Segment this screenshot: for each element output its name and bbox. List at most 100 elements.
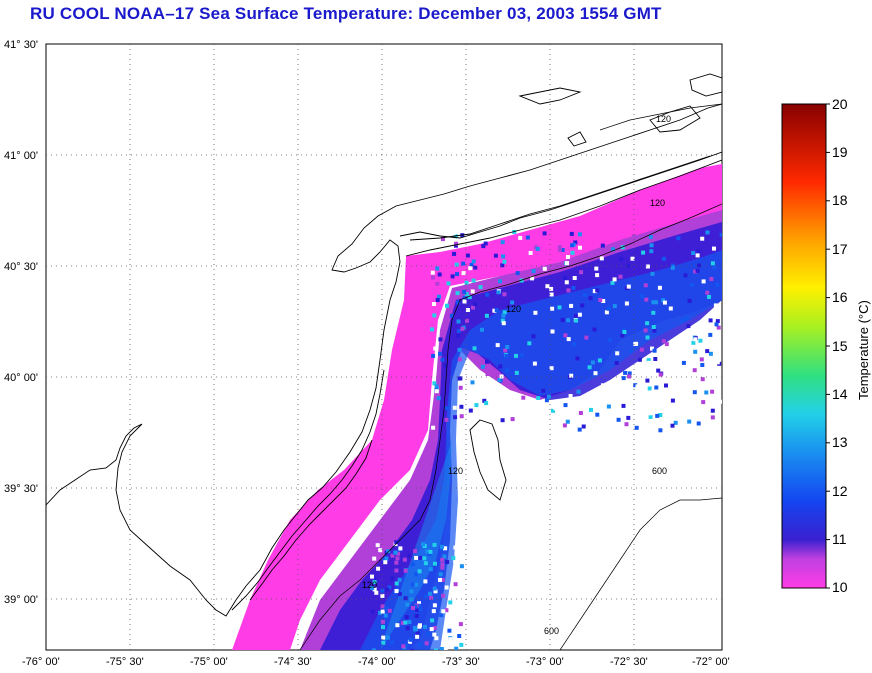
sst-pixel xyxy=(370,586,375,591)
sst-pixel xyxy=(519,353,524,358)
sst-pixel xyxy=(633,383,638,388)
sst-pixel xyxy=(601,299,606,303)
sst-pixel xyxy=(570,250,575,255)
sst-pixel xyxy=(464,280,469,285)
sst-pixel xyxy=(680,318,685,323)
sst-pixel xyxy=(374,547,379,552)
lon-label: -74° 00' xyxy=(358,656,396,668)
contour-label: 120 xyxy=(656,114,671,124)
sst-pixel xyxy=(380,604,385,609)
sst-pixel xyxy=(551,408,555,413)
sst-pixel xyxy=(482,398,487,403)
sst-pixel xyxy=(405,626,410,631)
sst-pixel xyxy=(648,414,653,419)
sst-pixel xyxy=(413,549,418,554)
sst-pixel xyxy=(616,417,621,422)
sst-pixel xyxy=(608,338,613,343)
sst-pixel xyxy=(610,280,615,285)
sst-pixel xyxy=(544,398,549,403)
lon-label: -76° 00' xyxy=(22,656,60,668)
sst-pixel xyxy=(650,346,654,351)
sst-pixel xyxy=(455,291,460,296)
sst-pixel xyxy=(452,405,457,410)
sst-pixel xyxy=(432,313,437,318)
lat-label: 41° 30' xyxy=(4,39,38,51)
sst-pixel xyxy=(381,640,386,645)
sst-pixel xyxy=(557,247,562,252)
colorbar-scale xyxy=(781,103,827,589)
sst-pixel xyxy=(434,636,439,641)
sst-pixel xyxy=(647,397,652,401)
sst-pixel xyxy=(595,288,600,293)
sst-pixel xyxy=(696,421,701,426)
sst-pixel xyxy=(424,641,429,646)
sst-pixel xyxy=(644,297,649,302)
sst-pixel xyxy=(441,593,446,598)
sst-pixel xyxy=(445,406,450,411)
sst-pixel xyxy=(658,372,663,377)
sst-pixel xyxy=(454,262,459,267)
sst-pixel xyxy=(468,393,473,398)
sst-pixel xyxy=(693,349,698,354)
sst-pixel xyxy=(454,241,459,246)
sst-pixel xyxy=(407,620,412,624)
sst-pixel xyxy=(563,415,568,420)
sst-pixel xyxy=(407,553,412,558)
sst-pixel xyxy=(633,342,638,346)
sst-pixel xyxy=(701,400,706,405)
sst-pixel xyxy=(558,406,563,411)
sst-pixel xyxy=(531,334,536,339)
sst-pixel xyxy=(472,346,477,351)
sst-pixel xyxy=(474,403,479,408)
sst-pixel xyxy=(457,634,462,638)
sst-pixel xyxy=(612,304,617,309)
sst-pixel xyxy=(430,618,435,623)
sst-pixel xyxy=(549,366,554,371)
sst-pixel xyxy=(521,395,526,400)
sst-pixel xyxy=(560,317,565,322)
sst-pixel xyxy=(535,246,540,251)
sst-pixel xyxy=(423,594,428,599)
sst-pixel xyxy=(599,256,604,261)
sst-pixel xyxy=(471,278,476,283)
sst-pixel xyxy=(455,565,459,570)
sst-pixel xyxy=(394,568,399,573)
sst-pixel xyxy=(695,253,700,258)
sst-pixel xyxy=(611,247,615,252)
sst-pixel xyxy=(458,385,463,390)
sst-pixel xyxy=(716,325,721,330)
colorbar-label: 20 xyxy=(832,96,848,112)
sst-pixel xyxy=(710,389,715,394)
sst-pixel xyxy=(408,637,413,642)
sst-pixel xyxy=(645,378,650,383)
sst-pixel xyxy=(634,425,639,430)
sst-pixel xyxy=(458,622,463,627)
lon-label: -72° 00' xyxy=(692,656,730,668)
sst-pixel xyxy=(498,364,503,369)
sst-pixel xyxy=(508,383,513,388)
contour-label: 600 xyxy=(652,466,667,476)
sst-pixel xyxy=(440,544,444,549)
lat-label: 40° 00' xyxy=(4,372,38,384)
sst-pixel xyxy=(618,274,623,279)
sst-pixel xyxy=(397,577,402,582)
sst-pixel xyxy=(438,337,443,342)
sst-pixel xyxy=(467,295,472,300)
sst-pixel xyxy=(456,329,461,333)
sst-pixel xyxy=(656,368,661,373)
sst-pixel xyxy=(431,425,436,430)
sst-pixel xyxy=(450,274,455,279)
contour-label: 120 xyxy=(448,466,463,476)
sst-pixel xyxy=(598,298,603,302)
sst-pixel xyxy=(528,251,533,255)
sst-pixel xyxy=(422,624,427,629)
sst-pixel xyxy=(438,572,443,577)
sst-pixel xyxy=(531,269,536,274)
sst-pixel xyxy=(651,310,656,315)
sst-pixel xyxy=(588,296,593,301)
sst-pixel xyxy=(498,279,502,284)
sst-pixel xyxy=(415,631,420,636)
sst-pixel xyxy=(652,348,657,353)
sst-pixel xyxy=(465,318,469,323)
sst-pixel xyxy=(566,288,571,293)
